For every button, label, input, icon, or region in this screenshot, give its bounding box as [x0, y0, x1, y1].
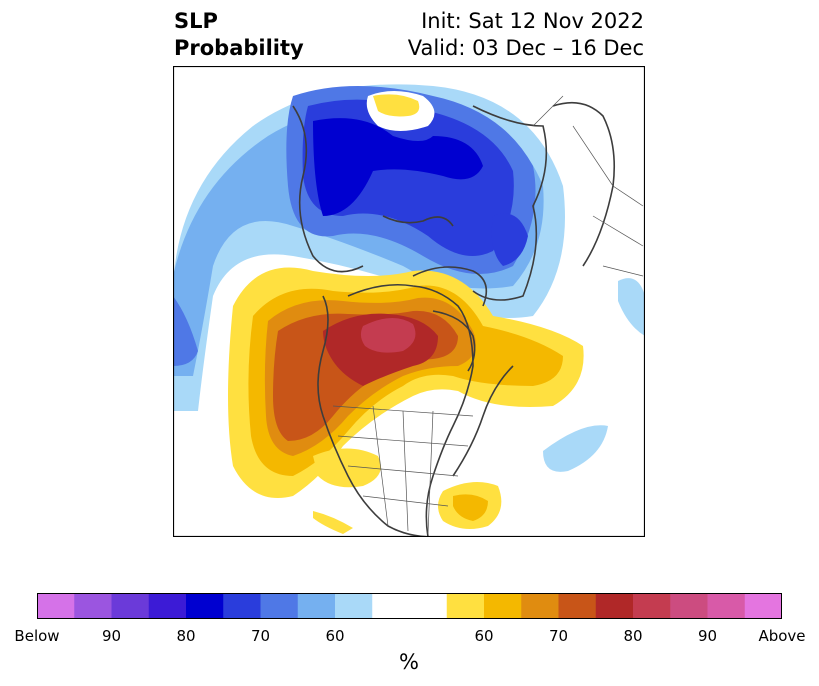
- colorbar-swatch: [446, 593, 485, 619]
- colorbar-swatch: [744, 593, 782, 619]
- colorbar-units: %: [399, 650, 419, 674]
- colorbar-swatch: [74, 593, 112, 619]
- title-line-1: SLP: [174, 9, 218, 33]
- colorbar-tick-label: 60: [325, 627, 345, 645]
- colorbar-swatch: [595, 593, 634, 619]
- map-frame: [173, 66, 645, 537]
- title-line-2: Probability: [174, 36, 304, 60]
- colorbar-swatch: [633, 593, 671, 619]
- colorbar-swatch: [372, 593, 410, 619]
- probability-contours: [173, 84, 645, 534]
- political-borders: [332, 95, 644, 535]
- date-info: Init: Sat 12 Nov 2022 Valid: 03 Dec – 16…: [408, 8, 644, 62]
- colorbar: [37, 593, 782, 619]
- colorbar-tick-label: Below: [14, 627, 60, 645]
- colorbar-tick-label: 60: [474, 627, 494, 645]
- colorbar-swatch: [558, 593, 597, 619]
- colorbar-swatch: [186, 593, 224, 619]
- colorbar-swatch: [148, 593, 187, 619]
- colorbar-swatch: [409, 593, 448, 619]
- colorbar-tick-label: 90: [101, 627, 122, 645]
- colorbar-tick-label: 80: [176, 627, 196, 645]
- coastlines: [292, 101, 616, 537]
- colorbar-swatch: [335, 593, 373, 619]
- colorbar-tick-label: Above: [758, 627, 806, 645]
- colorbar-swatch: [260, 593, 299, 619]
- colorbar-swatch: [223, 593, 261, 619]
- colorbar-swatch: [707, 593, 746, 619]
- probability-map: [173, 66, 645, 537]
- colorbar-swatch: [670, 593, 708, 619]
- colorbar-swatch: [111, 593, 150, 619]
- colorbar-swatch: [37, 593, 75, 619]
- colorbar-swatch: [297, 593, 336, 619]
- colorbar-tick-label: 70: [250, 627, 271, 645]
- colorbar-swatch: [484, 593, 522, 619]
- init-date: Init: Sat 12 Nov 2022: [421, 9, 644, 33]
- map-title: SLP Probability: [174, 8, 304, 62]
- colorbar-tick-label: 90: [697, 627, 718, 645]
- colorbar-swatch: [521, 593, 559, 619]
- colorbar-frame: [37, 593, 782, 619]
- valid-range: Valid: 03 Dec – 16 Dec: [407, 36, 644, 60]
- colorbar-tick-label: 80: [623, 627, 643, 645]
- colorbar-tick-label: 70: [548, 627, 569, 645]
